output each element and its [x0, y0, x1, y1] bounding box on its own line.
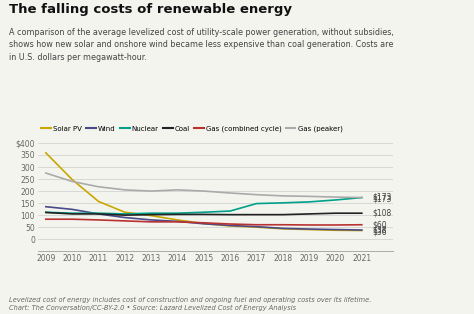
Text: Levelized cost of energy includes cost of construction and ongoing fuel and oper: Levelized cost of energy includes cost o…: [9, 297, 372, 311]
Text: $36: $36: [373, 228, 387, 237]
Text: The falling costs of renewable energy: The falling costs of renewable energy: [9, 3, 292, 16]
Legend: Solar PV, Wind, Nuclear, Coal, Gas (combined cycle), Gas (peaker): Solar PV, Wind, Nuclear, Coal, Gas (comb…: [41, 126, 342, 133]
Text: $173: $173: [373, 195, 392, 204]
Text: A comparison of the average levelized cost of utility-scale power generation, wi: A comparison of the average levelized co…: [9, 28, 394, 62]
Text: $108: $108: [373, 209, 392, 218]
Text: $60: $60: [373, 220, 387, 229]
Text: $173: $173: [373, 192, 392, 202]
Text: $38: $38: [373, 225, 387, 235]
